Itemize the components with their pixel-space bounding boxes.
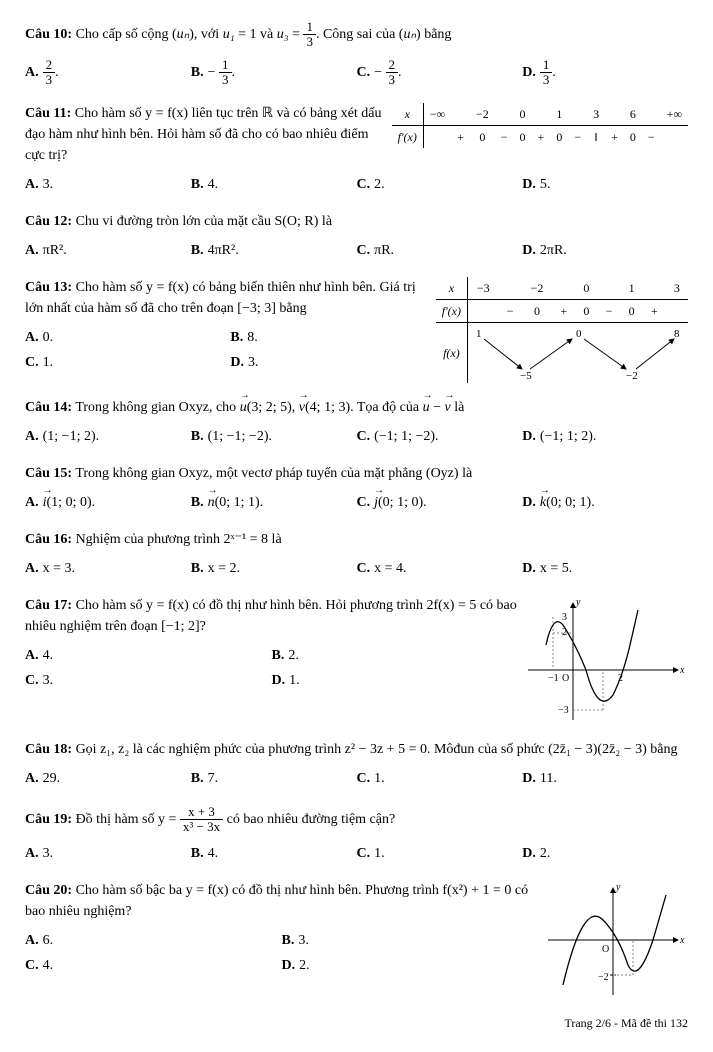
svg-text:O: O — [562, 673, 569, 684]
q20-A[interactable]: A.6. — [25, 928, 282, 953]
question-10: Câu 10: Cho cấp số cộng (uₙ), với u₁ = 1… — [25, 20, 688, 89]
q10-C[interactable]: C.− 23. — [357, 56, 523, 90]
question-18: Câu 18: Gọi z₁, z₂ là các nghiệm phức củ… — [25, 739, 688, 791]
frac: 13 — [303, 20, 316, 50]
question-17: Câu 17: Cho hàm số y = f(x) có đồ thị nh… — [25, 595, 688, 725]
q10-label: Câu 10: — [25, 27, 72, 42]
q16-A[interactable]: A.x = 3. — [25, 556, 191, 581]
question-19: Câu 19: Đồ thị hàm số y = x + 3x³ − 3x c… — [25, 805, 688, 866]
q20-graph: x y O −2 — [538, 880, 688, 1000]
q10-D[interactable]: D.13. — [522, 56, 688, 90]
q20-D[interactable]: D.2. — [282, 953, 539, 978]
q17-C[interactable]: C.3. — [25, 668, 272, 693]
q18-A[interactable]: A.29. — [25, 766, 191, 791]
q13-A[interactable]: A.0. — [25, 325, 230, 350]
q11-B[interactable]: B.4. — [191, 172, 357, 197]
q13-B[interactable]: B.8. — [230, 325, 435, 350]
question-20: Câu 20: Cho hàm số bậc ba y = f(x) có đồ… — [25, 880, 688, 1000]
q17-D[interactable]: D.1. — [272, 668, 519, 693]
q14-B[interactable]: B.(1; −1; −2). — [191, 424, 357, 449]
page-footer: Trang 2/6 - Mã đề thi 132 — [25, 1014, 688, 1032]
q10-A[interactable]: A.23. — [25, 56, 191, 90]
q17-B[interactable]: B.2. — [272, 643, 519, 668]
q19-C[interactable]: C.1. — [357, 841, 523, 866]
q13-D[interactable]: D.3. — [230, 350, 435, 375]
q19-D[interactable]: D.2. — [522, 841, 688, 866]
svg-text:y: y — [615, 882, 621, 893]
question-12: Câu 12: Chu vi đường tròn lớn của mặt cầ… — [25, 211, 688, 263]
svg-text:8: 8 — [674, 328, 680, 340]
q11-stem: Câu 11: Cho hàm số y = f(x) liên tục trê… — [25, 103, 392, 166]
q19-A[interactable]: A.3. — [25, 841, 191, 866]
q20-B[interactable]: B.3. — [282, 928, 539, 953]
q13-variation-table: x −3 −2 0 1 3 f'(x) − 0+ 0− 0+ f(x) 1 — [436, 277, 688, 383]
q16-D[interactable]: D.x = 5. — [522, 556, 688, 581]
q16-C[interactable]: C.x = 4. — [357, 556, 523, 581]
q15-B[interactable]: B.n(0; 1; 1). — [191, 490, 357, 515]
q11-options: A.3. B.4. C.2. D.5. — [25, 172, 688, 197]
svg-text:O: O — [602, 944, 609, 955]
q12-C[interactable]: C.πR. — [357, 238, 523, 263]
q15-D[interactable]: D.k(0; 0; 1). — [522, 490, 688, 515]
question-14: Câu 14: Trong không gian Oxyz, cho u(3; … — [25, 397, 688, 449]
variation-arrows-icon: 1 0 8 −5 −2 — [468, 323, 688, 383]
q14-D[interactable]: D.(−1; 1; 2). — [522, 424, 688, 449]
q11-D[interactable]: D.5. — [522, 172, 688, 197]
q10-options: A.23. B.− 13. C.− 23. D.13. — [25, 56, 688, 90]
q11-A[interactable]: A.3. — [25, 172, 191, 197]
svg-text:y: y — [575, 597, 581, 608]
q14-A[interactable]: A.(1; −1; 2). — [25, 424, 191, 449]
q11-C[interactable]: C.2. — [357, 172, 523, 197]
svg-text:−2: −2 — [598, 972, 609, 983]
q16-B[interactable]: B.x = 2. — [191, 556, 357, 581]
svg-text:3: 3 — [562, 612, 567, 623]
q18-D[interactable]: D.11. — [522, 766, 688, 791]
q10-B[interactable]: B.− 13. — [191, 56, 357, 90]
svg-text:−3: −3 — [558, 705, 569, 716]
q18-B[interactable]: B.7. — [191, 766, 357, 791]
q15-C[interactable]: C.j(0; 1; 0). — [357, 490, 523, 515]
q14-C[interactable]: C.(−1; 1; −2). — [357, 424, 523, 449]
q12-A[interactable]: A.πR². — [25, 238, 191, 263]
q13-C[interactable]: C.1. — [25, 350, 230, 375]
svg-text:−1: −1 — [548, 673, 559, 684]
question-13: Câu 13: Cho hàm số y = f(x) có bảng biến… — [25, 277, 688, 383]
q10-stem: Câu 10: Cho cấp số cộng (uₙ), với u₁ = 1… — [25, 20, 688, 50]
question-15: Câu 15: Trong không gian Oxyz, một vectơ… — [25, 463, 688, 515]
svg-text:x: x — [679, 935, 685, 946]
question-16: Câu 16: Nghiệm của phương trình 2ˣ⁻¹ = 8… — [25, 529, 688, 581]
q18-C[interactable]: C.1. — [357, 766, 523, 791]
svg-text:x: x — [679, 665, 685, 676]
svg-text:−5: −5 — [520, 370, 532, 382]
q19-B[interactable]: B.4. — [191, 841, 357, 866]
question-11: Câu 11: Cho hàm số y = f(x) liên tục trê… — [25, 103, 688, 197]
svg-text:1: 1 — [476, 328, 482, 340]
q17-A[interactable]: A.4. — [25, 643, 272, 668]
svg-text:−2: −2 — [626, 370, 638, 382]
svg-text:0: 0 — [576, 328, 582, 340]
q17-graph: x y O −1 2 3 2 −3 — [518, 595, 688, 725]
q15-A[interactable]: A.i(1; 0; 0). — [25, 490, 191, 515]
q11-sign-table: x −∞ −2 0 1 3 6 +∞ f'(x) + 0− 0+ 0− ‖+ 0… — [392, 103, 688, 148]
q20-C[interactable]: C.4. — [25, 953, 282, 978]
q12-D[interactable]: D.2πR. — [522, 238, 688, 263]
q12-B[interactable]: B.4πR². — [191, 238, 357, 263]
